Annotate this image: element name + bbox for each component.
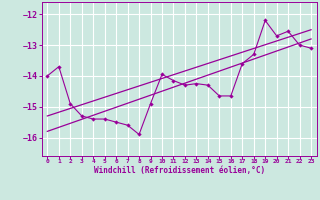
X-axis label: Windchill (Refroidissement éolien,°C): Windchill (Refroidissement éolien,°C) [94,166,265,175]
